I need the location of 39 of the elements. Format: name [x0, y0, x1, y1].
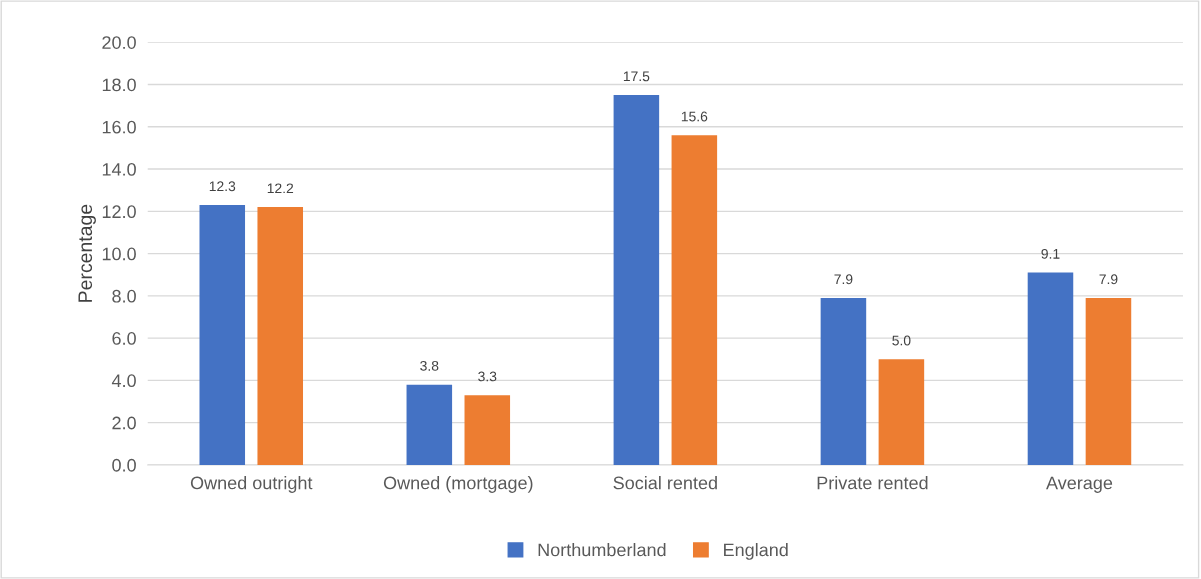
- data-label: 12.2: [267, 183, 294, 194]
- legend-label: England: [724, 543, 788, 560]
- bar: [878, 359, 925, 465]
- bar: [199, 204, 246, 465]
- y-tick-label: 14.0: [102, 163, 136, 176]
- legend-label: Northumberland: [538, 543, 666, 557]
- data-label: 3.3: [478, 371, 497, 382]
- y-tick-label: 18.0: [102, 78, 136, 92]
- x-tick-label: Average: [1046, 476, 1113, 493]
- y-tick-label: 4.0: [111, 374, 136, 388]
- data-label: 3.8: [420, 360, 439, 371]
- y-tick-label: 20.0: [102, 36, 136, 49]
- bar: [464, 395, 511, 465]
- data-label: 17.5: [623, 71, 650, 82]
- data-label: 15.6: [681, 111, 708, 122]
- bar: [406, 384, 453, 465]
- y-tick-label: 6.0: [112, 332, 136, 345]
- data-label: 5.0: [892, 335, 911, 346]
- bar: [671, 135, 718, 465]
- y-tick-label: 10.0: [102, 247, 136, 261]
- bar: [257, 207, 304, 465]
- data-label: 12.3: [209, 181, 236, 192]
- y-tick-label: 12.0: [102, 205, 136, 219]
- y-tick-label: 0.0: [112, 458, 136, 472]
- y-axis-title: Percentage: [78, 204, 96, 302]
- data-label: 7.9: [834, 274, 853, 285]
- y-tick-label: 8.0: [112, 289, 136, 303]
- bar: [1085, 297, 1132, 465]
- data-label: 9.1: [1041, 248, 1060, 259]
- y-tick-label: 16.0: [102, 120, 136, 134]
- x-tick-label: Social rented: [613, 476, 717, 490]
- x-tick-label: Owned outright: [190, 476, 313, 493]
- y-tick-label: 2.0: [112, 416, 136, 430]
- bar: [613, 95, 660, 465]
- x-tick-label: Private rented: [817, 476, 928, 490]
- bar: [820, 297, 867, 465]
- x-tick-label: Owned (mortgage): [383, 476, 533, 493]
- bar: [1027, 272, 1074, 465]
- data-label: 7.9: [1099, 274, 1118, 285]
